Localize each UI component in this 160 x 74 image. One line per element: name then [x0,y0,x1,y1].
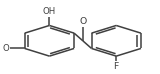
Text: O: O [79,17,86,26]
Text: F: F [114,62,119,71]
Text: OH: OH [43,7,56,16]
Text: O: O [2,44,9,53]
